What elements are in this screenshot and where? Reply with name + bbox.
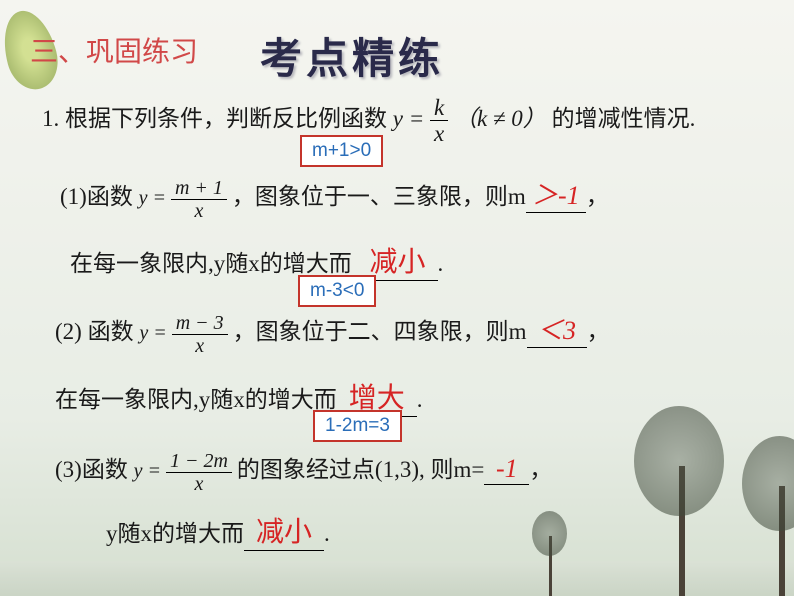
q1-formula: y = k x [393, 106, 454, 131]
frac-den: x [166, 473, 232, 495]
frac-den: x [171, 200, 227, 222]
hint2-text: m-3<0 [298, 275, 376, 307]
frac-num: m − 3 [172, 312, 228, 335]
ground-decoration [0, 561, 794, 596]
q1-condition: （k ≠ 0） [454, 106, 546, 131]
frac-num: k [430, 95, 448, 121]
p3-ans2: 减小 [256, 517, 312, 548]
p2-period: . [417, 387, 423, 412]
p1-period: . [438, 251, 444, 276]
equals: = [409, 106, 430, 131]
q1-prefix: 1. 根据下列条件，判断反比例函数 [42, 106, 393, 131]
p2-comma: ， [587, 319, 610, 344]
hint-box-3: 1-2m=3 [313, 410, 402, 442]
p2-formula: y = m − 3 x [139, 322, 232, 344]
equals: = [148, 322, 172, 344]
p1-ans2: 减小 [369, 247, 425, 278]
part3-line-a: (3)函数 y = 1 − 2m x 的图象经过点(1,3), 则m= -1 ， [55, 450, 552, 495]
p2-text1: ，图象位于二、四象限，则m [233, 319, 527, 344]
hint1-text: m+1>0 [300, 135, 383, 167]
p3-label: (3)函数 [55, 457, 134, 482]
var-y: y [393, 106, 403, 131]
part3-line-b: y随x的增大而减小. [106, 510, 330, 551]
hint-box-1: m+1>0 [300, 135, 383, 167]
p1-formula: y = m + 1 x [139, 187, 232, 209]
hint-box-2: m-3<0 [298, 275, 376, 307]
p1-ans1: ＞-1 [532, 181, 580, 210]
frac-num: m + 1 [171, 177, 227, 200]
p2-text2: 在每一象限内,y随x的增大而 [55, 387, 337, 412]
part1-line-a: (1)函数 y = m + 1 x ，图象位于一、三象限，则m＞-1， [60, 175, 609, 222]
q1-suffix: 的增减性情况. [552, 106, 696, 131]
p3-comma: ， [529, 457, 552, 482]
p1-label: (1)函数 [60, 184, 133, 209]
p1-text1: ，图象位于一、三象限，则m [232, 184, 526, 209]
p1-text2: 在每一象限内,y随x的增大而 [70, 251, 358, 276]
p2-label: (2) 函数 [55, 319, 134, 344]
var-y: y [139, 322, 148, 344]
frac-den: x [430, 121, 448, 146]
p1-comma: ， [586, 184, 609, 209]
equals: = [147, 187, 171, 209]
p3-formula: y = 1 − 2m x [134, 460, 237, 482]
p3-text1: 的图象经过点(1,3), 则m= [237, 457, 484, 482]
main-title: 考点精练 [260, 25, 444, 86]
p3-period: . [324, 521, 330, 546]
equals: = [142, 460, 166, 482]
p2-ans1: ＜3 [537, 316, 576, 345]
hint3-text: 1-2m=3 [313, 410, 402, 442]
p3-text2: y随x的增大而 [106, 521, 244, 546]
part1-line-b: 在每一象限内,y随x的增大而 减小. [70, 240, 443, 281]
section-heading: 三、巩固练习 [30, 30, 198, 70]
frac-num: 1 − 2m [166, 450, 232, 473]
frac-den: x [172, 335, 228, 357]
part2-line-a: (2) 函数 y = m − 3 x ，图象位于二、四象限，则m ＜3 ， [55, 310, 610, 357]
p3-ans1: -1 [496, 454, 518, 483]
